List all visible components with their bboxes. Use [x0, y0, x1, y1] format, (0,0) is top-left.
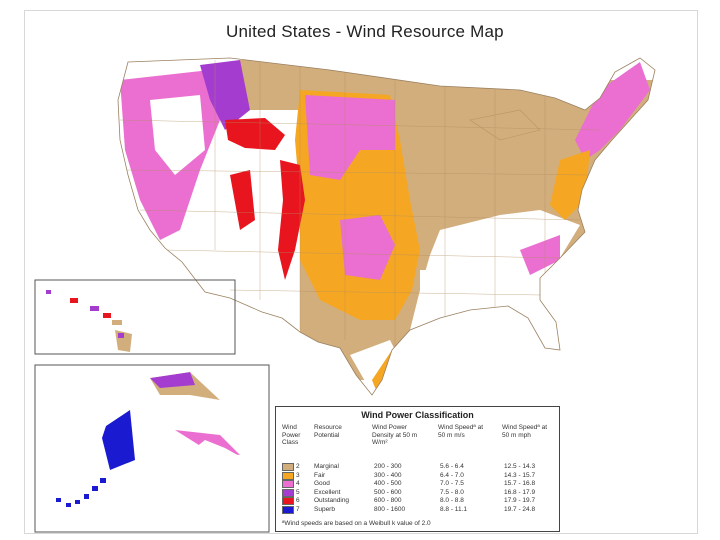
aleutian-islands — [56, 478, 106, 507]
legend-speed-mph: 15.7 - 16.8 — [504, 480, 536, 487]
legend-header-speed-mph: Wind Speedª at 50 m mph — [502, 424, 548, 439]
legend-class: 5 — [296, 488, 300, 496]
us-outline — [117, 57, 656, 396]
legend-speed-ms: 7.5 - 8.0 — [440, 488, 464, 496]
legend-speed-mph: 12.5 - 14.3 — [504, 463, 536, 470]
legend-speed-ms: 8.8 - 11.1 — [440, 505, 467, 513]
legend-swatch — [282, 480, 294, 488]
legend-density: 300 - 400 — [374, 471, 402, 479]
legend-class: 3 — [296, 471, 300, 479]
map-title: United States - Wind Resource Map — [226, 22, 504, 41]
legend-row: 3 Fair 300 - 400 6.4 - 7.0 14.3 - 15.7 — [276, 471, 559, 480]
legend-row: 5 Excellent 500 - 600 7.5 - 8.0 16.8 - 17.9 — [276, 488, 559, 497]
legend-swatch — [282, 488, 294, 497]
legend-header-potential: Resource Potential — [314, 424, 342, 439]
legend-speed-mph: 17.9 - 19.7 — [504, 497, 536, 504]
legend-swatch — [282, 471, 294, 480]
legend-swatch — [282, 463, 294, 471]
legend-density: 800 - 1600 — [374, 505, 406, 513]
legend-speed-mph: 19.7 - 24.8 — [504, 505, 536, 513]
legend-row: 2 Marginal 200 - 300 5.6 - 6.4 12.5 - 14.3 — [276, 463, 559, 471]
legend-density: 400 - 500 — [374, 480, 402, 487]
legend-header-class: Wind Power Class — [282, 424, 301, 446]
legend-swatch — [282, 505, 294, 514]
legend-footnote: ªWind speeds are based on a Weibull k va… — [282, 520, 431, 527]
legend-swatch — [282, 497, 294, 505]
legend-class: 7 — [296, 505, 300, 513]
legend-speed-ms: 8.0 - 8.8 — [440, 497, 464, 504]
legend-row: 6 Outstanding 600 - 800 8.0 - 8.8 17.9 - 19.… — [276, 497, 559, 505]
legend-header-density: Wind Power Density at 50 m W/m² — [372, 424, 418, 446]
legend-speed-mph: 16.8 - 17.9 — [504, 488, 536, 496]
legend-speed-ms: 5.6 - 6.4 — [440, 463, 464, 470]
alaska-map — [98, 372, 262, 500]
legend-potential: Good — [314, 480, 330, 487]
legend-density: 500 - 600 — [374, 488, 402, 496]
legend-row: 4 Good 400 - 500 7.0 - 7.5 15.7 - 16.8 — [276, 480, 559, 488]
alaska-inset — [34, 364, 270, 533]
legend-density: 600 - 800 — [374, 497, 402, 504]
wind-power-legend: Wind Power Classification Wind Power Cla… — [275, 406, 560, 532]
legend-speed-ms: 6.4 - 7.0 — [440, 471, 464, 479]
hawaii-islands — [46, 290, 132, 352]
legend-potential: Marginal — [314, 463, 339, 470]
legend-speed-mph: 14.3 - 15.7 — [504, 471, 536, 479]
legend-class: 4 — [296, 480, 300, 487]
hawaii-inset — [34, 279, 236, 355]
legend-potential: Superb — [314, 505, 335, 513]
legend-title: Wind Power Classification — [361, 410, 474, 420]
legend-density: 200 - 300 — [374, 463, 402, 470]
legend-row: 7 Superb 800 - 1600 8.8 - 11.1 19.7 - 24.8 — [276, 505, 559, 514]
legend-header-speed-ms: Wind Speedª at 50 m m/s — [438, 424, 484, 439]
legend-speed-ms: 7.0 - 7.5 — [440, 480, 464, 487]
legend-potential: Excellent — [314, 488, 341, 496]
legend-potential: Outstanding — [314, 497, 350, 504]
legend-class: 2 — [296, 463, 300, 470]
legend-class: 6 — [296, 497, 300, 504]
legend-potential: Fair — [314, 471, 326, 479]
